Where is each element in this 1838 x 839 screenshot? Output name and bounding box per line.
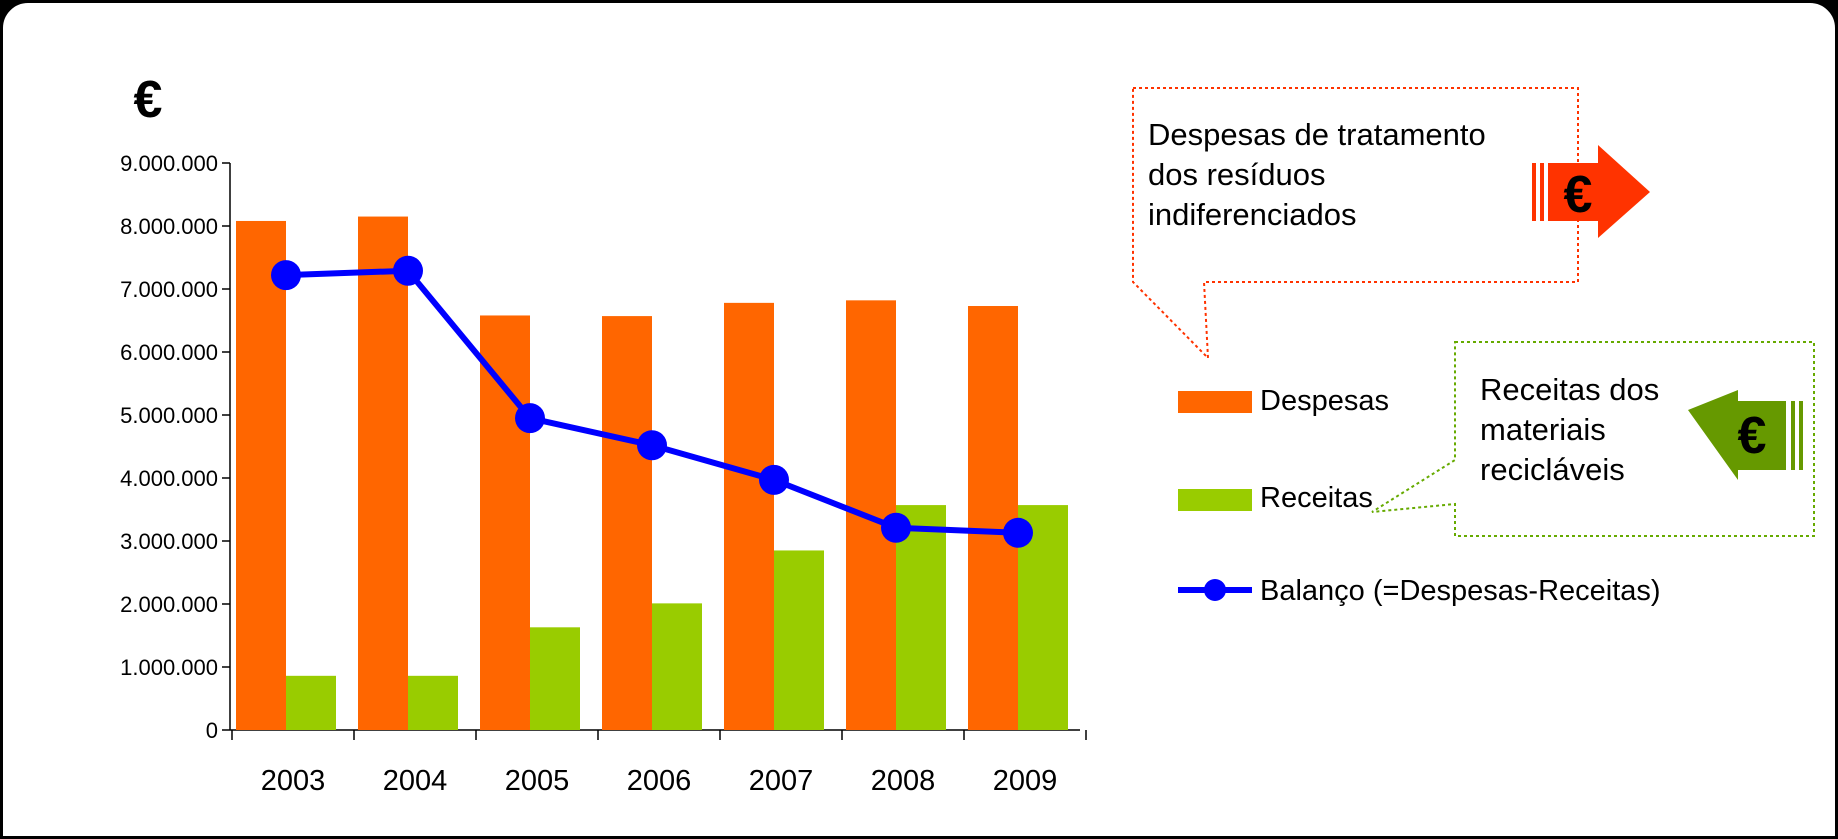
y-tick-label: 7.000.000 bbox=[120, 277, 218, 302]
balance-point bbox=[515, 403, 545, 434]
despesas-callout-text: Despesas de tratamento bbox=[1148, 117, 1486, 152]
x-tick-label: 2004 bbox=[383, 765, 448, 797]
legend-label-receitas: Receitas bbox=[1260, 482, 1373, 514]
receitas-bar bbox=[530, 627, 580, 730]
receitas-bar bbox=[896, 505, 946, 730]
balance-point bbox=[881, 512, 911, 543]
despesas-callout-text: dos resíduos bbox=[1148, 157, 1326, 192]
x-tick-label: 2005 bbox=[505, 765, 570, 797]
arrow-shape bbox=[1688, 390, 1786, 480]
x-tick-label: 2009 bbox=[993, 765, 1058, 797]
receitas-callout-text: Receitas dos bbox=[1480, 372, 1659, 407]
despesas-bar bbox=[358, 216, 408, 731]
y-tick-label: 2.000.000 bbox=[120, 592, 218, 617]
y-tick-label: 1.000.000 bbox=[120, 655, 218, 680]
balance-point bbox=[393, 255, 423, 286]
callouts: Despesas de tratamento dos resíduos indife… bbox=[1132, 87, 1815, 537]
y-tick-labels: 0 1.000.000 2.000.000 3.000.000 4.000.000 5.0… bbox=[120, 151, 218, 743]
x-tick-label: 2008 bbox=[871, 765, 936, 797]
despesas-bar bbox=[968, 306, 1018, 730]
receitas-bar bbox=[652, 603, 702, 730]
arrow-shape bbox=[1548, 145, 1650, 238]
balance-point bbox=[637, 430, 667, 461]
y-axis-unit-label: € bbox=[134, 71, 163, 129]
balance-line bbox=[271, 255, 1033, 548]
x-tick-label: 2003 bbox=[261, 765, 326, 797]
receitas-bar bbox=[286, 675, 336, 730]
balance-point bbox=[759, 464, 789, 495]
legend-label-despesas: Despesas bbox=[1260, 385, 1389, 417]
despesas-bar bbox=[724, 302, 774, 730]
euro-symbol: € bbox=[1738, 407, 1767, 465]
legend-swatch-receitas bbox=[1178, 489, 1252, 511]
receitas-callout-box bbox=[1371, 341, 1815, 537]
x-tick-label: 2006 bbox=[627, 765, 692, 797]
legend-swatch-despesas bbox=[1178, 391, 1252, 413]
bars bbox=[236, 216, 1068, 731]
legend-label-balanco: Balanço (=Despesas-Receitas) bbox=[1260, 575, 1661, 607]
arrow-stripe bbox=[1799, 401, 1803, 470]
despesas-bar bbox=[236, 220, 286, 730]
y-tick-label: 5.000.000 bbox=[120, 403, 218, 428]
despesas-bar bbox=[602, 316, 652, 730]
legend: Despesas Receitas Balanço (=Despesas-Recei… bbox=[1178, 385, 1661, 607]
x-tick-labels: 2003 2004 2005 2006 2007 2008 2009 bbox=[261, 765, 1058, 797]
despesas-bar bbox=[480, 315, 530, 730]
y-tick-label: 9.000.000 bbox=[120, 151, 218, 176]
euro-symbol: € bbox=[1564, 166, 1593, 224]
euro-arrow-left-icon: € bbox=[1688, 390, 1803, 480]
receitas-bar bbox=[774, 550, 824, 730]
despesas-callout-box bbox=[1132, 87, 1579, 361]
arrow-stripe bbox=[1532, 163, 1536, 221]
arrow-stripe bbox=[1540, 163, 1544, 221]
receitas-callout-text: materiais bbox=[1480, 412, 1606, 447]
y-tick-label: 0 bbox=[206, 718, 218, 743]
euro-arrow-right-icon: € bbox=[1532, 145, 1650, 238]
y-tick-label: 4.000.000 bbox=[120, 466, 218, 491]
legend-marker-balanco bbox=[1204, 579, 1226, 601]
y-tick-label: 8.000.000 bbox=[120, 214, 218, 239]
y-tick-label: 3.000.000 bbox=[120, 529, 218, 554]
balance-point bbox=[1003, 517, 1033, 548]
balance-point bbox=[271, 260, 301, 291]
x-tick-label: 2007 bbox=[749, 765, 814, 797]
receitas-callout-text: recicláveis bbox=[1480, 452, 1625, 487]
y-tick-label: 6.000.000 bbox=[120, 340, 218, 365]
despesas-callout-text: indiferenciados bbox=[1148, 197, 1357, 232]
receitas-bar bbox=[408, 675, 458, 730]
arrow-stripe bbox=[1791, 401, 1795, 470]
